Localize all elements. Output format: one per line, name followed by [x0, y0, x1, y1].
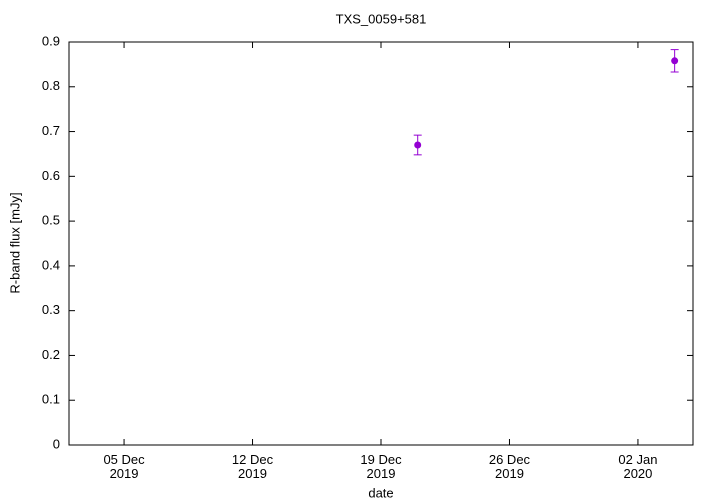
- x-tick-label: 05 Dec 2019: [103, 452, 145, 481]
- chart-title: TXS_0059+581: [336, 11, 427, 26]
- point: [414, 141, 422, 149]
- y-tick-label: 0.9: [42, 33, 60, 48]
- x-tick-label: 26 Dec 2019: [488, 452, 531, 481]
- y-tick-label: 0: [53, 436, 60, 451]
- y-tick-label: 0.3: [42, 302, 60, 317]
- x-tick-label: 12 Dec 2019: [231, 452, 274, 481]
- plot-frame: [68, 41, 694, 446]
- y-tick-label: 0.1: [42, 392, 60, 407]
- y-tick-label: 0.6: [42, 168, 60, 183]
- y-tick-label: 0.2: [42, 347, 60, 362]
- y-tick-label: 0.7: [42, 123, 60, 138]
- x-axis-label: date: [368, 485, 393, 500]
- y-tick-label: 0.8: [42, 78, 60, 93]
- y-axis-label: R-band flux [mJy]: [7, 192, 22, 293]
- y-tick-label: 0.4: [42, 257, 60, 272]
- y-tick-label: 0.5: [42, 213, 60, 228]
- x-tick-label: 02 Jan 2020: [618, 452, 658, 481]
- x-tick-label: 19 Dec 2019: [360, 452, 402, 481]
- point: [671, 57, 679, 65]
